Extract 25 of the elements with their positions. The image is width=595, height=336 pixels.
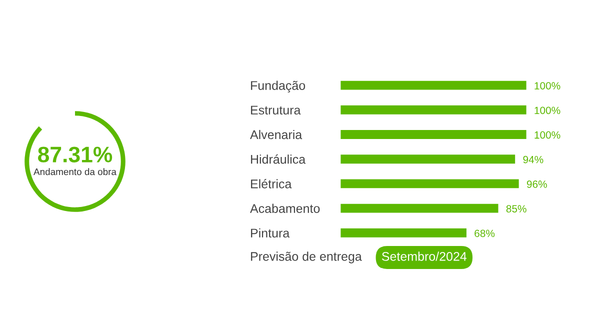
y-tick-label: Estrutura bbox=[251, 106, 301, 115]
y-tick-label: Acabamento bbox=[250, 204, 320, 213]
bar bbox=[340, 79, 527, 92]
text: Previsão de entrega bbox=[251, 252, 362, 264]
data-label: 100% bbox=[534, 82, 560, 90]
bar bbox=[340, 178, 520, 190]
data-label: 68% bbox=[474, 230, 495, 238]
bar bbox=[340, 104, 527, 116]
y-tick-label: Alvenaria bbox=[250, 130, 302, 140]
text: Andamento da obra bbox=[34, 168, 116, 176]
data-label: 100% bbox=[534, 131, 560, 139]
data-label: 94% bbox=[523, 156, 544, 164]
data-label: 100% bbox=[534, 106, 560, 114]
data-label: 96% bbox=[526, 180, 547, 188]
data-label: 87.31% bbox=[38, 146, 112, 162]
data-label: 85% bbox=[506, 205, 526, 212]
bar bbox=[340, 202, 500, 214]
bar bbox=[340, 153, 516, 165]
y-tick-label: Elétrica bbox=[251, 179, 292, 188]
y-tick-label: Hidráulica bbox=[251, 154, 306, 164]
y-tick-label: Fundação bbox=[251, 80, 306, 92]
text: Setembro/2024 bbox=[382, 252, 467, 261]
bar bbox=[340, 227, 468, 239]
bar bbox=[340, 128, 527, 140]
y-tick-label: Pintura bbox=[251, 228, 290, 238]
